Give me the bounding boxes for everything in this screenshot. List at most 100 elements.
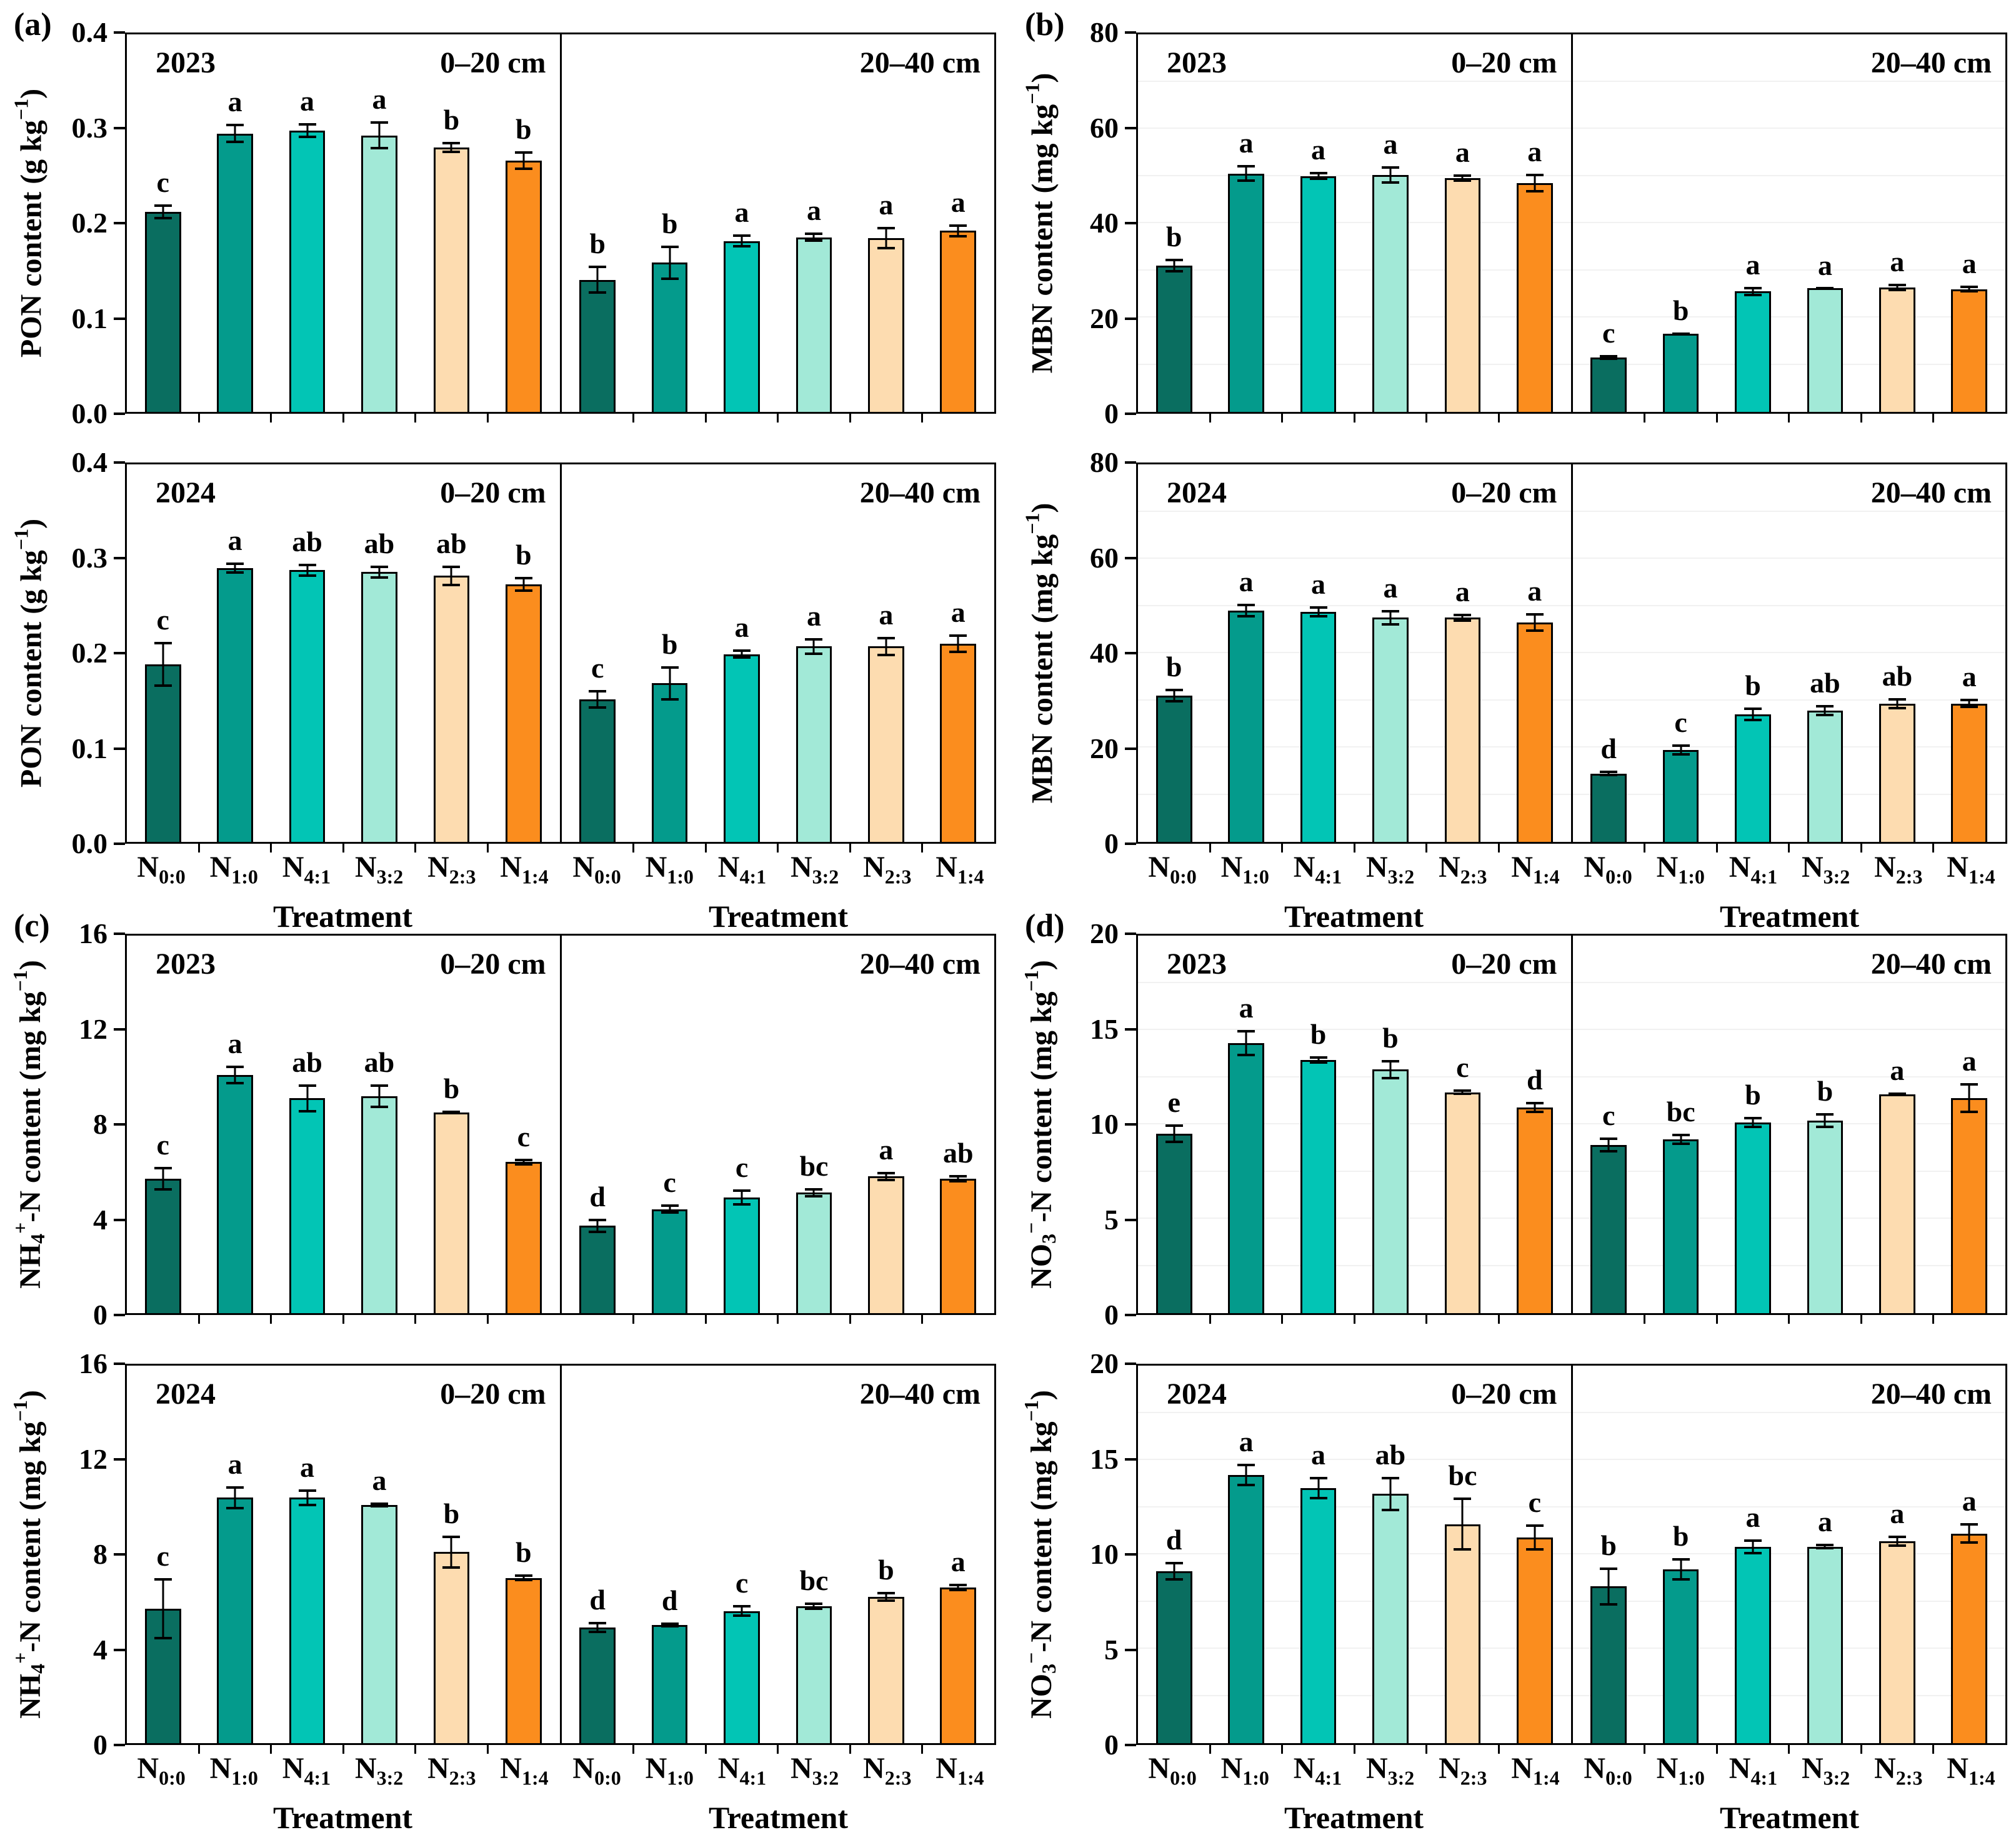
error-bar — [1454, 1089, 1472, 1096]
error-stem — [450, 142, 452, 154]
bar-N1:4 — [940, 1587, 977, 1743]
x-tick-label: N4:1 — [282, 851, 331, 888]
significance-letter: d — [661, 1584, 678, 1617]
x-tick-label: N1:4 — [1947, 1752, 1995, 1789]
row-gap — [9, 1315, 996, 1338]
subplot-row: MBN content (mg kg−1) 0 20 40 60 80 2024 0–20 c… — [1020, 448, 2007, 858]
gridline — [1572, 699, 2005, 701]
bar-N1:4 — [505, 161, 542, 412]
bar-N1:0 — [1662, 1569, 1699, 1743]
x-tick-mark — [1497, 1745, 1500, 1754]
error-cap-bottom — [1600, 774, 1618, 777]
error-cap-bottom — [226, 1507, 244, 1510]
significance-letter: a — [1239, 992, 1254, 1024]
year-label: 2024 — [1167, 1378, 1227, 1411]
error-stem — [450, 565, 452, 586]
bar-N0:0 — [1155, 695, 1192, 842]
error-cap-bottom — [1454, 619, 1472, 622]
y-tick-mark — [1125, 412, 1136, 415]
error-stem — [741, 234, 743, 248]
significance-letter: d — [1526, 1063, 1543, 1096]
depth-label: 0–20 cm — [440, 948, 546, 981]
error-bar — [661, 1204, 679, 1214]
error-bar — [1309, 172, 1327, 180]
error-cap-bottom — [1309, 1497, 1327, 1500]
year-label: 2024 — [156, 476, 216, 509]
error-cap-bottom — [661, 698, 679, 701]
error-cap-bottom — [1309, 1061, 1327, 1064]
x-tick-column: N0:0 N1:0 N4:1 N3:2 N2:3 N1:4 — [1136, 852, 1572, 887]
x-tick-mark — [1353, 844, 1355, 852]
bar-N1:4 — [1951, 703, 1988, 842]
y-tick-mark — [1125, 1553, 1136, 1556]
bar-N2:3 — [1444, 1524, 1481, 1743]
error-bar — [733, 649, 751, 659]
bar-N4:1 — [289, 1098, 326, 1313]
error-stem — [306, 122, 309, 139]
y-tick-mark — [1125, 1123, 1136, 1126]
year-label: 2024 — [1167, 476, 1227, 509]
error-bar — [1525, 1524, 1544, 1551]
x-tick-label: N0:0 — [1584, 851, 1632, 888]
bar-N2:3 — [433, 148, 470, 412]
x-tick-mark — [1788, 1315, 1790, 1324]
error-cap-bottom — [1165, 1141, 1183, 1144]
error-stem — [1607, 1568, 1610, 1606]
error-bar — [733, 234, 751, 248]
x-tick-mark — [270, 414, 272, 422]
x-tick-mark — [1497, 1315, 1500, 1324]
x-tick-mark — [1353, 1315, 1355, 1324]
error-stem — [957, 634, 959, 653]
error-stem — [1245, 1030, 1247, 1057]
error-cap-bottom — [1454, 179, 1472, 182]
gridline — [1572, 1459, 2005, 1460]
error-stem — [885, 227, 887, 250]
y-axis-ticks: 0 4 8 12 16 — [49, 919, 125, 1329]
bar-N3:2 — [796, 646, 832, 842]
error-cap-bottom — [226, 140, 244, 143]
error-bar — [514, 1574, 532, 1582]
x-tick-mark — [486, 1745, 489, 1754]
x-tick-label: N2:3 — [1874, 851, 1923, 888]
significance-letter: d — [589, 1181, 606, 1212]
error-stem — [1680, 1558, 1682, 1581]
x-tick-mark — [1788, 1745, 1790, 1754]
error-bar — [1309, 1056, 1327, 1064]
bar-N2:3 — [433, 1112, 470, 1313]
significance-letter: c — [156, 166, 169, 198]
gridline — [1138, 174, 1571, 176]
error-bar — [733, 1605, 751, 1618]
y-tick-mark — [1125, 31, 1136, 34]
bar-N2:3 — [868, 646, 904, 842]
y-tick-label: 80 — [1090, 446, 1119, 478]
bar-N2:3 — [1444, 1092, 1481, 1313]
row-gap — [1020, 1315, 2007, 1338]
significance-letter: b — [1165, 650, 1182, 682]
error-bar — [1525, 173, 1544, 192]
error-cap-bottom — [442, 583, 461, 586]
y-axis-label: MBN content (mg kg−1) — [1020, 502, 1059, 804]
gridline — [1138, 510, 1571, 512]
x-tick-mark — [1788, 844, 1790, 852]
x-tick-mark — [1281, 1745, 1284, 1754]
error-cap-bottom — [805, 652, 823, 656]
error-cap-bottom — [877, 1599, 895, 1602]
error-bar — [805, 1602, 823, 1610]
bar-N4:1 — [289, 131, 326, 412]
x-tick-label: N3:2 — [1801, 1752, 1850, 1789]
significance-letter: a — [879, 1133, 894, 1166]
y-tick-mark — [114, 1458, 125, 1461]
error-cap-bottom — [733, 245, 751, 248]
error-stem — [957, 1584, 959, 1591]
bar-N4:1 — [1735, 291, 1771, 412]
depth-label: 0–20 cm — [1451, 948, 1557, 981]
y-axis-label-area: NH4+-N content (mg kg−1) — [9, 1364, 49, 1745]
year-label: 2023 — [156, 46, 216, 79]
y-tick-label: 20 — [1090, 1348, 1119, 1379]
bar-N1:0 — [1662, 749, 1699, 842]
x-tick-label: N2:3 — [1874, 1752, 1923, 1789]
error-bar — [1888, 698, 1906, 709]
error-cap-bottom — [1816, 714, 1834, 717]
gridline — [1572, 746, 2005, 748]
error-cap-bottom — [1744, 1552, 1762, 1554]
